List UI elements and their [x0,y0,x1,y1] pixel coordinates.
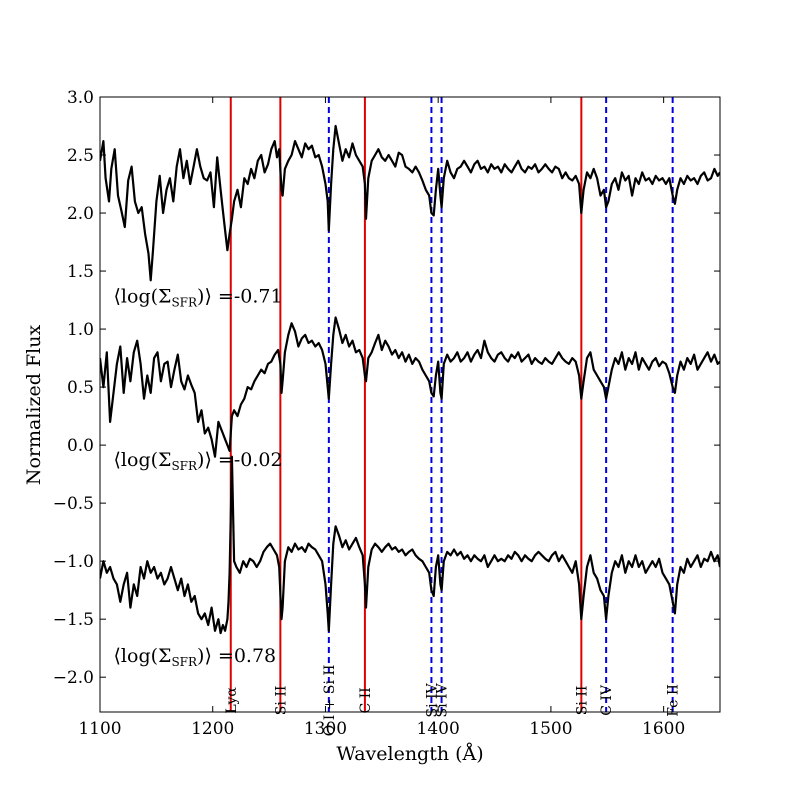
x-tick-label: 1600 [642,719,685,739]
x-tick-label: 1300 [304,719,347,739]
series-label-1: ⟨log(ΣSFR)⟩ =-0.02 [114,449,283,473]
series-label-subscript: SFR [171,295,198,309]
plot-area [100,97,720,712]
line-marker-label: Lyα [224,687,240,714]
series-label-prefix: ⟨log(Σ [114,449,172,471]
y-tick-label: 3.0 [67,88,94,108]
series-label-0: ⟨log(ΣSFR)⟩ =-0.71 [114,285,283,309]
y-tick-label: 0.0 [67,436,94,456]
x-tick-label: 1100 [78,719,121,739]
x-tick-label: 1400 [417,719,460,739]
y-tick-label: −1.0 [53,552,94,572]
series-label-value: )⟩ =0.78 [197,645,276,667]
spectrum-line-0 [100,124,720,282]
y-tick-label: 2.5 [67,146,94,166]
y-tick-label: 2.0 [67,204,94,224]
y-axis-label: Normalized Flux [23,325,45,486]
series-label-prefix: ⟨log(Σ [114,285,172,307]
series-label-value: )⟩ =-0.02 [197,449,283,471]
y-tick-label: −2.0 [53,668,94,688]
y-tick-label: −1.5 [53,610,94,630]
line-marker-label: Fe II [666,684,682,717]
y-tick-label: 1.0 [67,320,94,340]
y-tick-label: 1.5 [67,262,94,282]
axes: 1100 1200 1300 1400 1500 1600 3.0 2.5 2.0 1.5 1.0 0… [53,88,721,739]
series-label-2: ⟨log(ΣSFR)⟩ =0.78 [114,645,277,669]
series-label-subscript: SFR [171,655,198,669]
line-marker-label: Si II [273,686,289,716]
line-marker-label: C IV [599,684,615,716]
plot-frame [99,96,721,713]
x-tick-label: 1500 [529,719,572,739]
x-axis-label: Wavelength (Å) [336,743,483,765]
line-marker-label: O I + Si II [322,665,338,737]
series-label-prefix: ⟨log(Σ [114,645,172,667]
line-marker-label: Si II [574,686,590,716]
series-label-value: )⟩ =-0.71 [197,285,283,307]
spectrum-line-2 [100,455,720,635]
line-marker-label: Si IV [424,682,440,717]
series-label-subscript: SFR [171,459,198,473]
x-tick-label: 1200 [191,719,234,739]
y-tick-label: −0.5 [53,494,94,514]
spectrum-line-1 [100,316,720,458]
line-marker-label: C II [358,687,374,713]
series-annotations: ⟨log(ΣSFR)⟩ =-0.71⟨log(ΣSFR)⟩ =-0.02⟨log… [114,285,283,669]
plot-background [100,97,720,712]
y-tick-label: 0.5 [67,378,94,398]
spectra-series [100,124,720,635]
